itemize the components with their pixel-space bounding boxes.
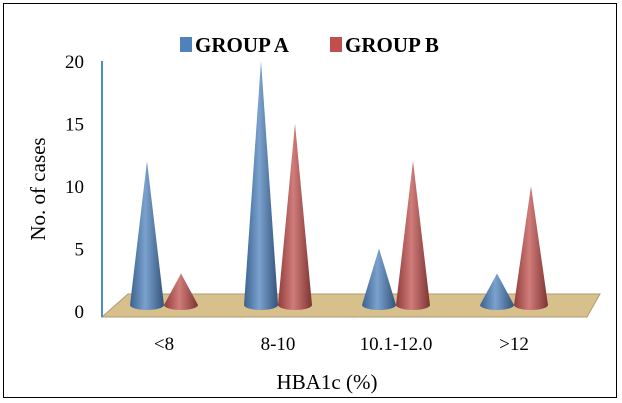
cone-group-b xyxy=(514,186,548,310)
cone-group-a xyxy=(130,161,164,310)
chart-frame: 0 5 10 15 20 <8 8-10 10.1-12.0 >12 HBA1c (%) No. o… xyxy=(3,3,617,398)
x-axis-title: HBA1c (%) xyxy=(277,370,378,394)
cone-body xyxy=(278,123,312,310)
y-tick-label: 15 xyxy=(65,115,84,136)
x-tick-label: <8 xyxy=(154,334,174,355)
cone-group-a xyxy=(244,61,278,310)
x-tick-label: 10.1-12.0 xyxy=(360,334,433,355)
legend-label: GROUP B xyxy=(345,33,439,57)
y-tick-label: 20 xyxy=(65,52,84,73)
y-tick-label: 0 xyxy=(75,302,85,323)
cone-group-b xyxy=(164,273,198,310)
x-tick-label: >12 xyxy=(499,334,529,355)
y-axis-title: No. of cases xyxy=(26,137,50,240)
cone-body xyxy=(514,186,548,310)
cone-body xyxy=(130,161,164,310)
cone-body xyxy=(164,273,198,310)
cone-body xyxy=(480,273,514,310)
legend-swatch xyxy=(180,37,192,52)
x-tick-label: 8-10 xyxy=(261,334,296,355)
y-tick-label: 5 xyxy=(75,240,85,261)
chart-floor xyxy=(100,293,601,318)
legend-label: GROUP A xyxy=(195,33,290,57)
cone-body xyxy=(244,61,278,310)
y-tick-label: 10 xyxy=(65,177,84,198)
cone-body xyxy=(362,248,396,310)
cone-group-b xyxy=(396,161,430,310)
cone-group-a xyxy=(480,273,514,310)
legend-swatch xyxy=(330,37,342,52)
cone-group-a xyxy=(362,248,396,310)
cone-chart: 0 5 10 15 20 <8 8-10 10.1-12.0 >12 HBA1c (%) No. o… xyxy=(26,33,601,394)
cone-group-b xyxy=(278,123,312,310)
cone-body xyxy=(396,161,430,310)
